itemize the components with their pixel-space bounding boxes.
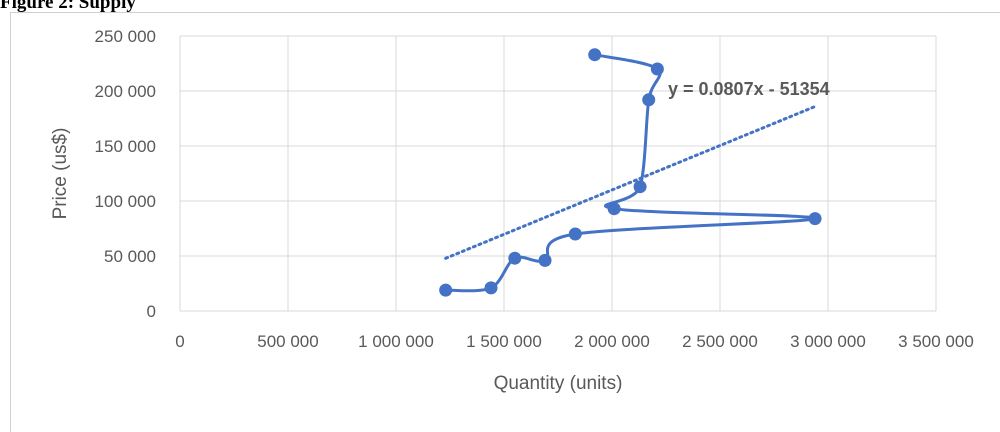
- data-point: [607, 202, 621, 216]
- x-tick-label: 2 000 000: [574, 332, 650, 351]
- y-tick-label: 100 000: [95, 192, 156, 211]
- data-point: [508, 251, 522, 265]
- x-tick-label: 2 500 000: [682, 332, 758, 351]
- figure-title: Figure 2: Supply: [0, 0, 136, 13]
- x-tick-label: 0: [175, 332, 184, 351]
- x-tick-label: 3 000 000: [790, 332, 866, 351]
- data-point: [642, 93, 656, 107]
- data-point: [568, 227, 582, 241]
- gridlines: [179, 35, 937, 312]
- y-axis-title: Price (us$): [50, 128, 71, 220]
- x-tick-label: 1 000 000: [358, 332, 434, 351]
- y-tick-label: 250 000: [95, 27, 156, 46]
- supply-chart: 0 500 000 1 000 000 1 500 000 2 000 000 2 500…: [50, 27, 974, 394]
- data-markers: [439, 48, 822, 297]
- data-point: [484, 281, 498, 295]
- y-tick-label: 50 000: [104, 247, 156, 266]
- trendline-equation: y = 0.0807x - 51354: [668, 79, 830, 99]
- chart-frame: [10, 12, 1000, 432]
- y-tick-labels: 0 50 000 100 000 150 000 200 000 250 000: [95, 27, 156, 321]
- x-axis-title: Quantity (units): [494, 373, 623, 394]
- data-point: [633, 180, 647, 194]
- x-tick-label: 500 000: [257, 332, 318, 351]
- x-tick-label: 1 500 000: [466, 332, 542, 351]
- data-point: [538, 253, 552, 267]
- data-point: [588, 48, 602, 62]
- y-tick-label: 0: [147, 302, 156, 321]
- y-tick-label: 200 000: [95, 82, 156, 101]
- x-tick-label: 3 500 000: [898, 332, 974, 351]
- y-tick-label: 150 000: [95, 137, 156, 156]
- data-point: [808, 212, 822, 226]
- data-point: [650, 62, 664, 76]
- x-tick-labels: 0 500 000 1 000 000 1 500 000 2 000 000 2 500…: [175, 332, 974, 351]
- trendline: [444, 105, 817, 260]
- data-point: [439, 283, 453, 297]
